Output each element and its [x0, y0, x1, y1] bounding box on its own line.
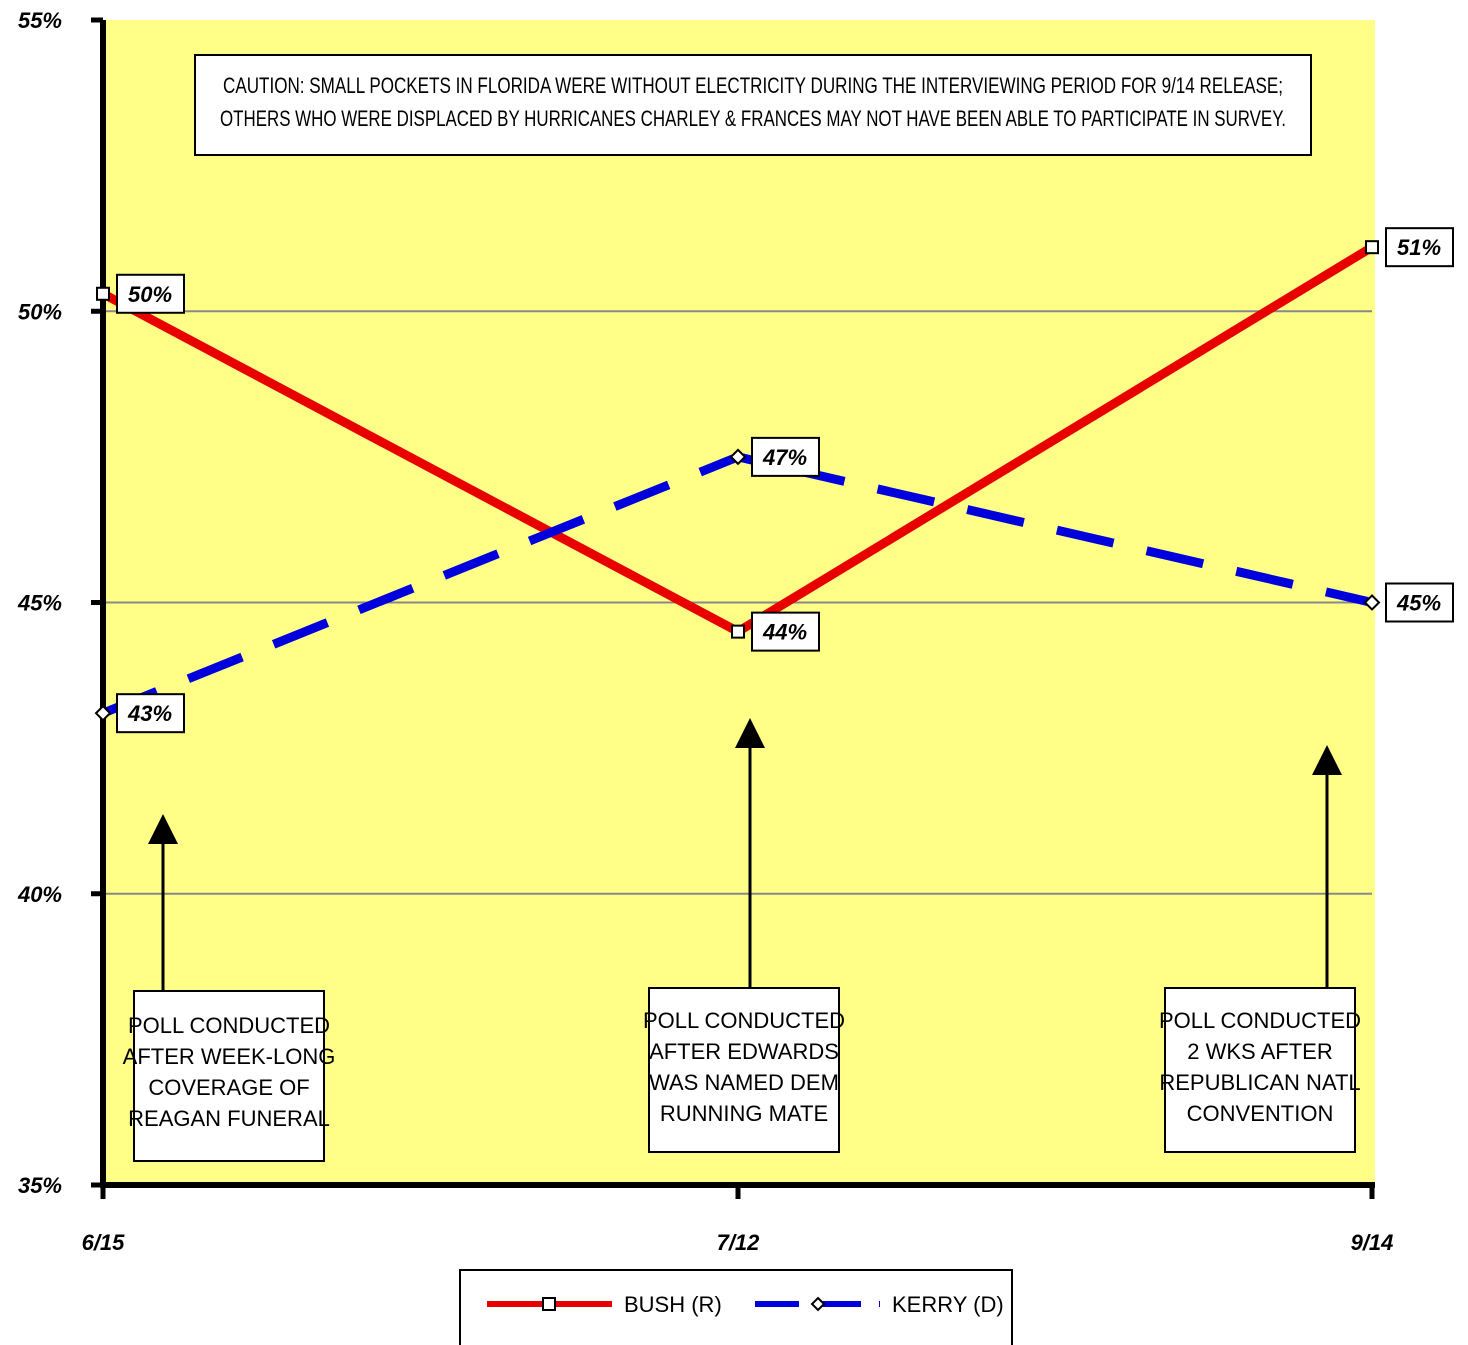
legend-item-bush: BUSH (R) — [487, 1292, 722, 1317]
annotation-2-line-2: REPUBLICAN NATL — [1159, 1070, 1360, 1095]
caution-note: CAUTION: SMALL POCKETS IN FLORIDA WERE W… — [194, 54, 1312, 156]
annotation-box-2 — [1164, 987, 1356, 1153]
x-tick-label-2: 9/14 — [1351, 1230, 1394, 1255]
kerry-label-box-1 — [751, 436, 820, 477]
annotation-1-line-0: POLL CONDUCTED — [643, 1008, 845, 1033]
x-tick-labels: 6/15 7/12 9/14 — [82, 1230, 1394, 1255]
kerry-marker-0 — [94, 704, 112, 722]
y-tick-label-1: 40% — [17, 882, 62, 907]
y-tick-labels: 35% 40% 45% 50% 55% — [17, 8, 62, 1198]
legend-bush-label: BUSH (R) — [624, 1292, 722, 1317]
axes — [91, 17, 1375, 1199]
bush-marker-2 — [1365, 240, 1379, 255]
y-tick-label-4: 55% — [18, 8, 62, 33]
caution-note-box — [194, 54, 1312, 156]
kerry-label-box-0 — [116, 693, 185, 734]
annotation-0-line-2: COVERAGE OF — [148, 1075, 309, 1100]
annotation-arrow-head-0 — [148, 814, 178, 844]
y-tick-label-0: 35% — [18, 1173, 62, 1198]
annotation-0-line-1: AFTER WEEK-LONG — [123, 1044, 336, 1069]
kerry-label-box-2 — [1385, 582, 1454, 623]
bush-label-box-2 — [1385, 227, 1454, 268]
annotation-arrow-head-2 — [1312, 745, 1342, 775]
x-tick-label-0: 6/15 — [82, 1230, 126, 1255]
annotation-1-line-2: WAS NAMED DEM — [649, 1070, 839, 1095]
caution-note-line-2: OTHERS WHO WERE DISPLACED BY HURRICANES … — [220, 106, 1286, 131]
y-tick-label-3: 50% — [18, 299, 62, 324]
annotation-1-line-3: RUNNING MATE — [660, 1101, 828, 1126]
bush-label-box-1 — [751, 611, 820, 652]
annotation-2-line-3: CONVENTION — [1187, 1101, 1334, 1126]
grid-lines — [103, 310, 1372, 895]
bush-marker-0 — [96, 286, 110, 301]
kerry-data-label-2: 45% — [1396, 591, 1441, 616]
bush-data-label-1: 44% — [762, 620, 807, 645]
annotation-0-line-0: POLL CONDUCTED — [128, 1013, 330, 1038]
annotation-0-line-3: REAGAN FUNERAL — [128, 1106, 330, 1131]
annotation-box-0 — [133, 990, 325, 1162]
bush-label-box-0 — [116, 273, 185, 314]
annotation-2-line-0: POLL CONDUCTED — [1159, 1008, 1361, 1033]
legend-kerry-marker — [810, 1296, 826, 1312]
kerry-data-label-1: 47% — [762, 445, 807, 470]
annotation-box-1 — [648, 987, 840, 1153]
kerry-marker-2 — [1363, 594, 1381, 611]
bush-data-label-0: 50% — [128, 282, 172, 307]
legend: BUSH (R) KERRY (D) — [459, 1269, 1013, 1345]
legend-kerry-label: KERRY (D) — [892, 1292, 1004, 1317]
markers — [94, 240, 1381, 722]
annotation-2-line-1: 2 WKS AFTER — [1187, 1039, 1332, 1064]
data-labels: 50% 44% 51% 43% 47% 45% — [116, 227, 1454, 734]
kerry-data-label-0: 43% — [127, 701, 172, 726]
annotation-arrow-head-1 — [735, 718, 765, 748]
legend-item-kerry: KERRY (D) — [755, 1292, 1004, 1317]
annotations: POLL CONDUCTED AFTER WEEK-LONG COVERAGE OF… — [123, 718, 1361, 1162]
x-tick-label-1: 7/12 — [717, 1230, 761, 1255]
kerry-marker-1 — [729, 448, 747, 466]
bush-marker-1 — [731, 624, 745, 639]
y-tick-label-2: 45% — [17, 591, 62, 616]
legend-bush-marker — [542, 1297, 556, 1311]
bush-data-label-2: 51% — [1397, 235, 1441, 260]
caution-note-line-1: CAUTION: SMALL POCKETS IN FLORIDA WERE W… — [223, 73, 1283, 98]
annotation-1-line-1: AFTER EDWARDS — [649, 1039, 839, 1064]
